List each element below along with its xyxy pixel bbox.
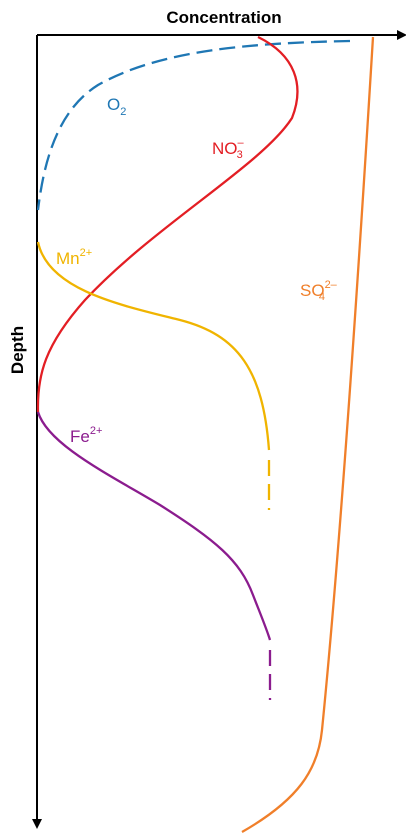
- fe-label: Fe2+: [70, 425, 102, 446]
- x-axis-title: Concentration: [166, 8, 281, 27]
- fe-curve: [36, 411, 272, 641]
- mn-label: Mn2+: [56, 247, 92, 268]
- y-axis-title: Depth: [8, 326, 27, 374]
- so4-label: SO2– 4: [300, 279, 338, 303]
- mn-curve: [36, 241, 271, 451]
- o2-curve: [36, 39, 351, 211]
- no3-label: NO– 3: [212, 137, 245, 161]
- o2-label: O2: [107, 95, 126, 118]
- no3-curve: [36, 35, 299, 413]
- so4-curve: [241, 36, 375, 833]
